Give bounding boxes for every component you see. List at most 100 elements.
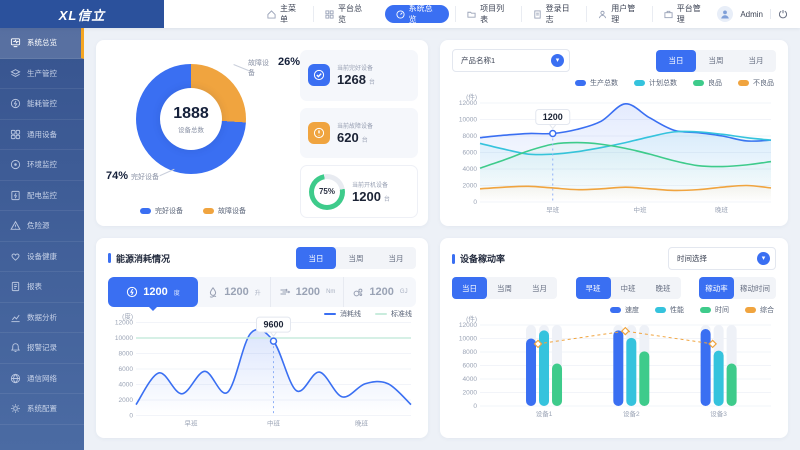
tab-month[interactable]: 当月 (388, 253, 404, 263)
stat-card-fault-devices[interactable]: 当前故障设备 620 台 (300, 107, 418, 159)
nav-label: 系统总览 (408, 4, 433, 24)
sidebar-item-system-config[interactable]: 系统配置 (0, 394, 84, 425)
tab-day[interactable]: 当日 (452, 277, 487, 299)
stat-label: 当前开机设备 (352, 182, 389, 189)
energy-legend: 消耗线 标准线 (324, 309, 412, 319)
sidebar-item-environment[interactable]: 环境监控 (0, 150, 84, 181)
svg-text:(件): (件) (466, 92, 477, 101)
sidebar-item-alarm-log[interactable]: 报警记录 (0, 333, 84, 364)
legend-label: 不良品 (753, 80, 774, 87)
svg-text:2000: 2000 (463, 390, 478, 397)
nav-item-system-overview[interactable]: 系统总览 (384, 4, 450, 24)
oee-metric-tabs: 稼动率 稼动时间 (699, 277, 776, 299)
sidebar-item-power-distribution[interactable]: 配电监控 (0, 181, 84, 211)
svg-text:8000: 8000 (463, 133, 478, 140)
tab-week[interactable]: 当周 (348, 253, 364, 263)
stat-value: 620 (337, 130, 359, 145)
svg-text:12000: 12000 (115, 320, 133, 327)
tab-night-shift[interactable]: 晚班 (655, 283, 671, 293)
legend-swatch (140, 208, 151, 214)
legend-label: 性能 (670, 307, 684, 314)
sidebar-item-data-analysis[interactable]: 数据分析 (0, 303, 84, 333)
energy-line-chart[interactable]: 0 2000 4000 6000 8000 10000 12000(度) 早班 中班 晚班 9600 (108, 307, 416, 434)
nav-item-project-list[interactable]: 项目列表 (455, 4, 521, 24)
nav-item-main-menu[interactable]: 主菜单 (256, 4, 313, 24)
tab-morning-shift[interactable]: 早班 (575, 277, 611, 299)
chip-gas[interactable]: 1200 Nm (271, 277, 344, 307)
legend-item[interactable]: 速度 (610, 305, 639, 315)
chip-electricity[interactable]: 1200 度 (108, 277, 198, 311)
time-select-value: 时间选择 (677, 254, 707, 263)
tab-month[interactable]: 当月 (748, 56, 764, 65)
stat-label: 当前故障设备 (337, 124, 374, 130)
tab-month[interactable]: 当月 (532, 283, 547, 293)
nav-item-platform-management[interactable]: 平台管理 (651, 4, 718, 24)
tab-day[interactable]: 当日 (656, 49, 696, 72)
svg-text:10000: 10000 (115, 335, 133, 342)
energy-period-tabs: 当日 当周 当月 (296, 247, 416, 269)
product-select[interactable]: 产品名称1 ▾ (452, 49, 570, 72)
nav-label: 登录日志 (545, 4, 570, 24)
user-area: Admin (717, 6, 800, 22)
svg-text:6000: 6000 (463, 150, 478, 157)
legend-item[interactable]: 综合 (745, 305, 774, 315)
legend-swatch (738, 80, 749, 86)
svg-text:6000: 6000 (119, 366, 134, 373)
legend-swatch (203, 208, 214, 214)
sidebar-item-energy[interactable]: 能耗管控 (0, 89, 84, 120)
tab-week[interactable]: 当周 (497, 283, 512, 293)
svg-text:(度): (度) (122, 312, 133, 321)
time-select[interactable]: 时间选择 ▾ (668, 247, 776, 270)
sidebar-label: 数据分析 (27, 312, 57, 322)
chip-value: 1200 (369, 286, 394, 298)
nav-item-platform-overview[interactable]: 平台总览 (313, 4, 379, 24)
avatar[interactable] (717, 6, 734, 22)
legend-item[interactable]: 计划总数 (634, 78, 677, 88)
legend-label: 标准线 (391, 311, 412, 318)
svg-text:9600: 9600 (263, 320, 283, 330)
stat-card-running-devices[interactable]: 75% 当前开机设备 1200 台 (300, 165, 418, 219)
sidebar-item-system-overview[interactable]: 系统总览 (0, 28, 84, 59)
stat-unit: 台 (361, 138, 368, 144)
globe-icon (9, 373, 21, 384)
nav-item-login-log[interactable]: 登录日志 (520, 4, 587, 24)
legend-item[interactable]: 性能 (655, 305, 684, 315)
legend-label: 速度 (625, 307, 639, 314)
good-callout: 74% 完好设备 (106, 170, 159, 182)
home-icon (267, 9, 276, 19)
tab-middle-shift[interactable]: 中班 (620, 283, 636, 293)
tab-oee-time[interactable]: 稼动时间 (740, 283, 770, 293)
legend-item[interactable]: 生产总数 (575, 78, 618, 88)
chip-water[interactable]: 1200 升 (198, 277, 271, 307)
legend-item[interactable]: 标准线 (375, 309, 412, 319)
oee-legend: 速度 性能 时间 综合 (454, 305, 774, 315)
sidebar-item-network[interactable]: 通信网络 (0, 364, 84, 394)
tab-week[interactable]: 当周 (708, 56, 724, 65)
legend-item-good[interactable]: 完好设备 (140, 206, 183, 216)
power-icon[interactable] (778, 9, 788, 19)
chip-unit: 度 (173, 290, 180, 297)
sidebar-item-hazard[interactable]: 危险源 (0, 211, 84, 242)
sidebar-item-production[interactable]: 生产管控 (0, 59, 84, 89)
top-nav: 主菜单 平台总览 系统总览 项目列表 登录日志 用户管理 平台管理 (256, 0, 717, 28)
tab-day[interactable]: 当日 (296, 247, 336, 269)
sidebar-item-device-health[interactable]: 设备健康 (0, 242, 84, 272)
nav-label: 用户管理 (611, 4, 636, 24)
tab-oee-rate[interactable]: 稼动率 (699, 277, 734, 299)
oee-bar-chart[interactable]: 0 2000 4000 6000 8000 10000 12000(件) 设备1 设备2 设备3 (452, 315, 776, 419)
legend-item-fault[interactable]: 故障设备 (203, 206, 246, 216)
legend-item[interactable]: 不良品 (738, 78, 774, 88)
folder-icon (467, 10, 476, 19)
sidebar-label: 危险源 (27, 221, 50, 231)
legend-item[interactable]: 消耗线 (324, 309, 361, 319)
chip-steam[interactable]: 1200 GJ (344, 277, 416, 307)
legend-item[interactable]: 良品 (693, 78, 722, 88)
sidebar-item-report[interactable]: 报表 (0, 272, 84, 303)
legend-item[interactable]: 时间 (700, 305, 729, 315)
device-donut-chart[interactable]: 1888 设备总数 (136, 64, 246, 174)
fault-callout: 故障设备 26% (248, 56, 300, 78)
stat-card-good-devices[interactable]: 当前完好设备 1268 台 (300, 50, 418, 101)
sidebar-item-devices[interactable]: 通用设备 (0, 120, 84, 150)
production-line-chart[interactable]: 0 2000 4000 6000 8000 10000 12000(件) 早班 中班 晚班 1200 (452, 88, 776, 220)
nav-item-user-management[interactable]: 用户管理 (586, 4, 652, 24)
